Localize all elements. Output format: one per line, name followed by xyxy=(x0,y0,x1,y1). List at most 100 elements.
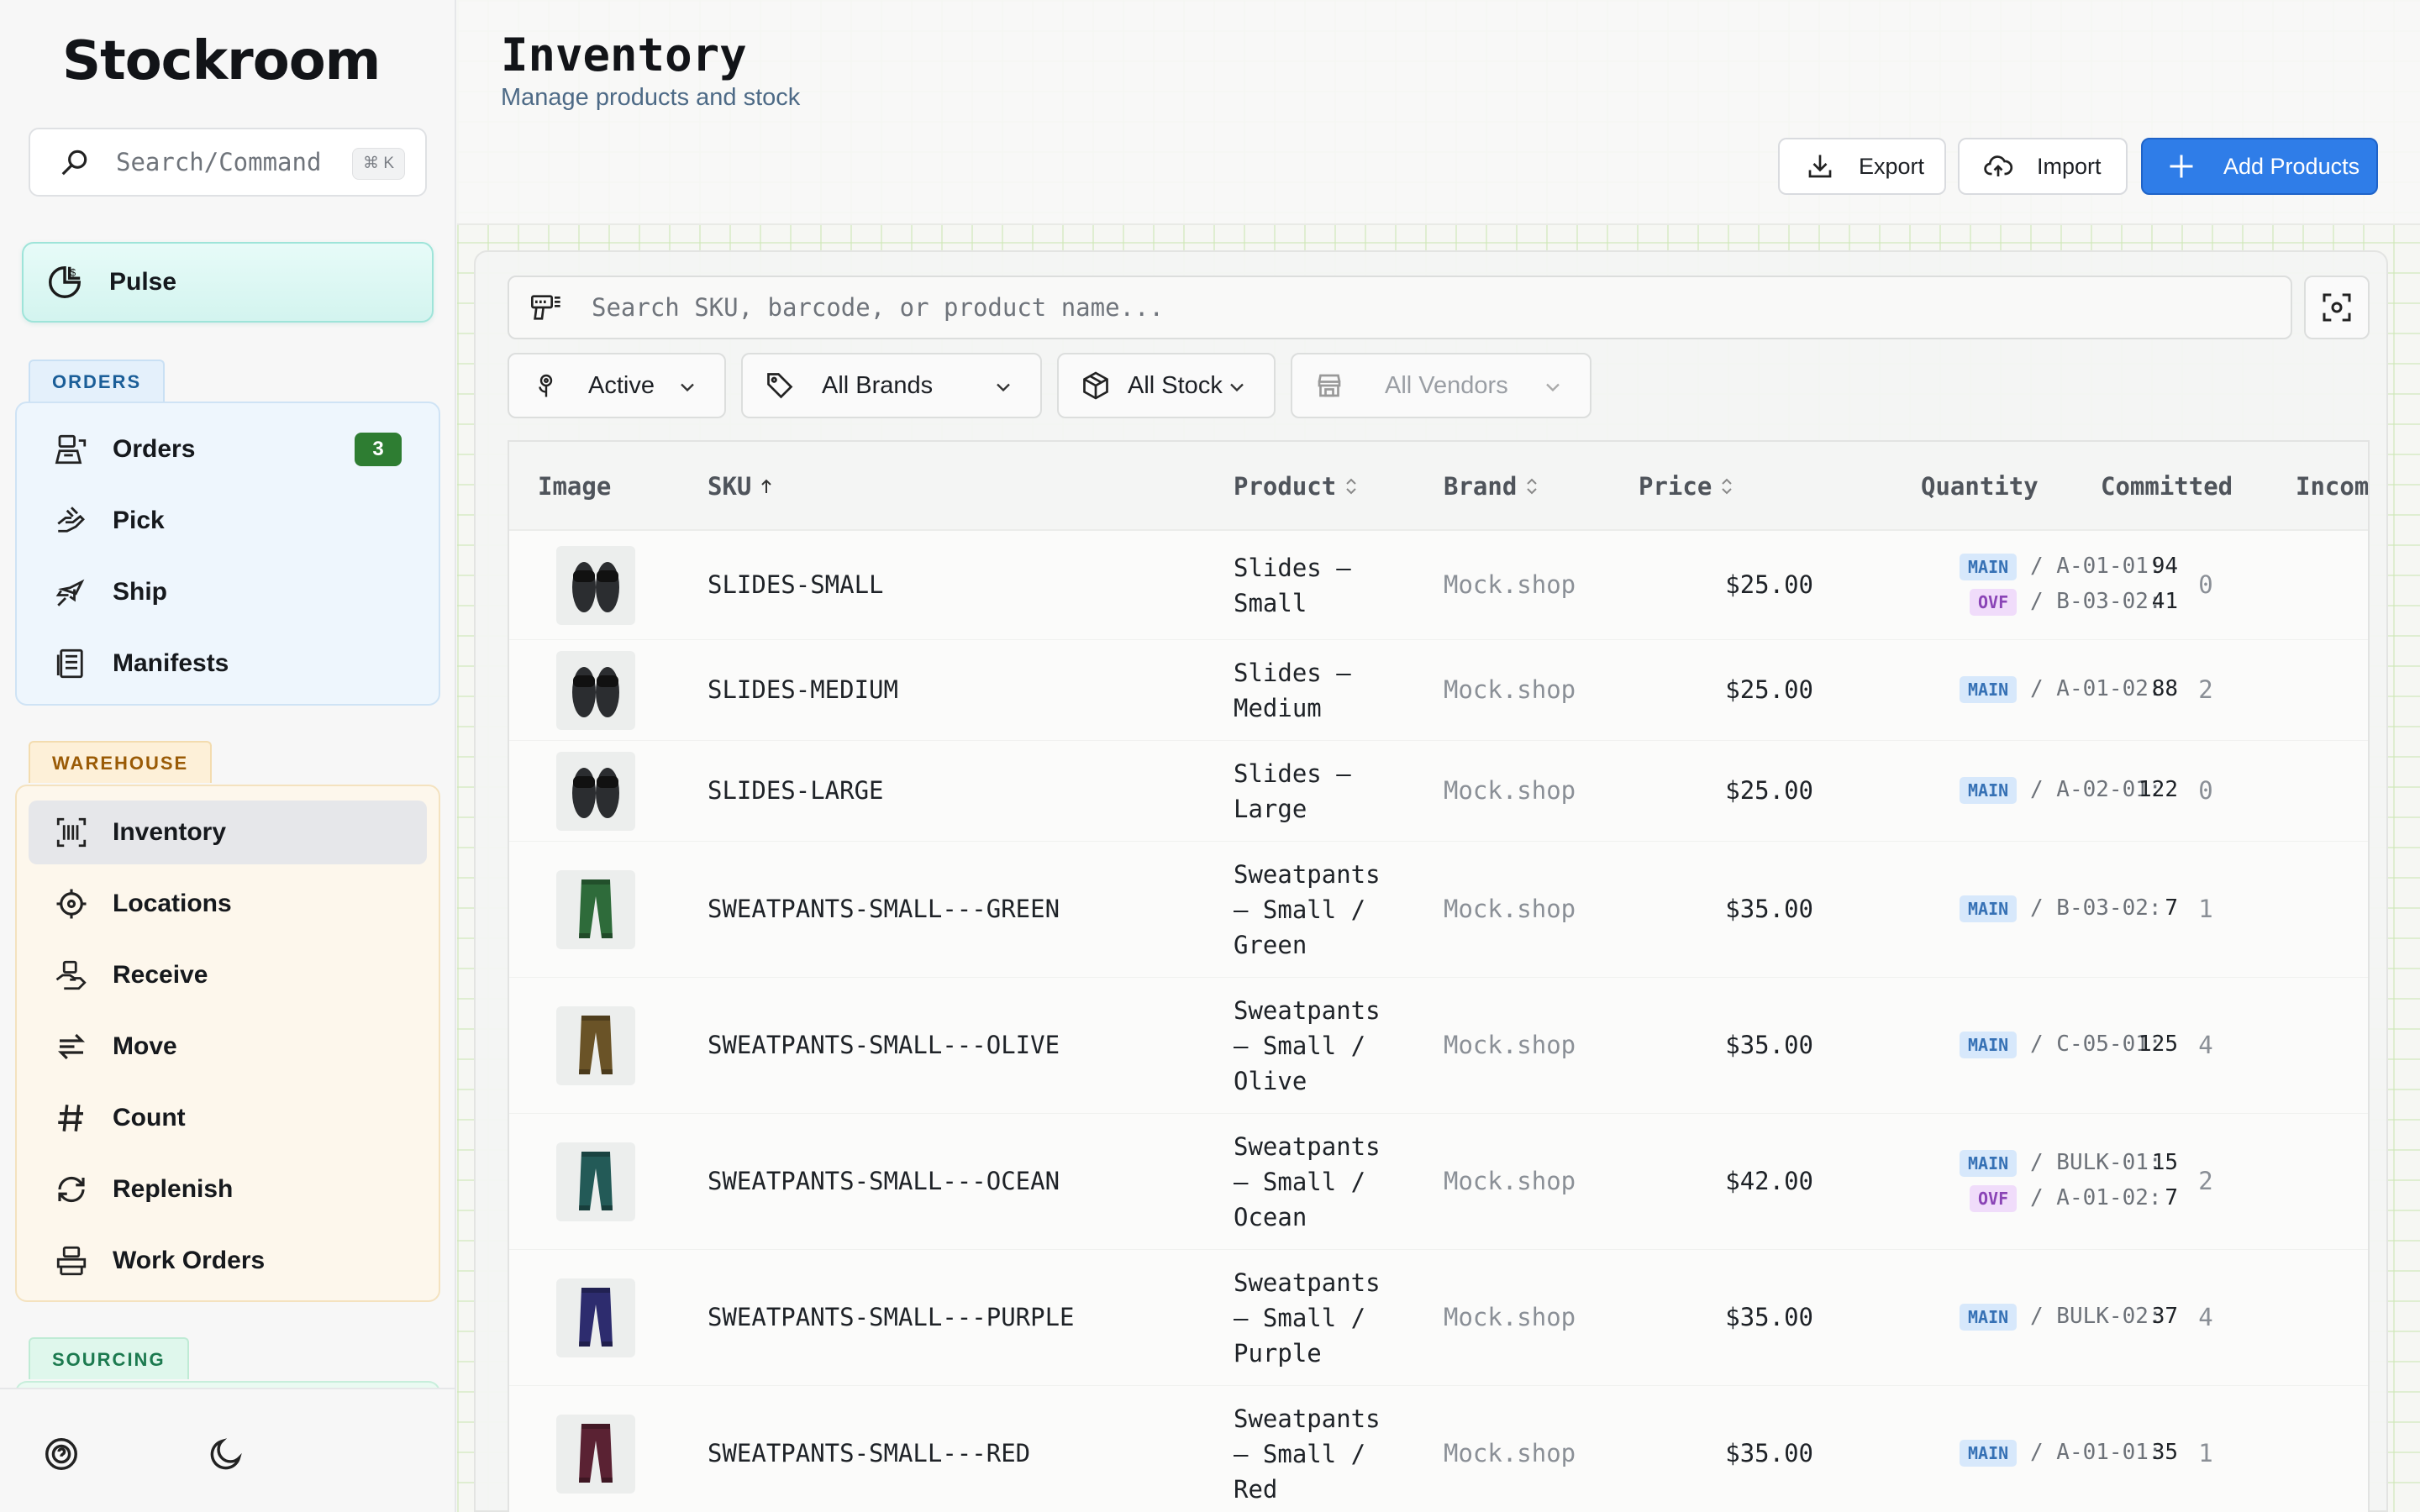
add-products-button[interactable]: Add Products xyxy=(2141,138,2378,195)
location-slot: / BULK-02: xyxy=(2030,1304,2162,1329)
table-row[interactable]: SLIDES-LARGE Slides – Large Mock.shop $25.0… xyxy=(509,741,2368,842)
product-thumbnail[interactable] xyxy=(556,651,635,730)
sidebar-item-work-orders[interactable]: Work Orders xyxy=(29,1229,427,1293)
sweatpants-product-image xyxy=(579,1424,613,1483)
section-title-orders: ORDERS xyxy=(29,360,166,402)
table-row[interactable]: SWEATPANTS-SMALL---OLIVE Sweatpants – Sma… xyxy=(509,978,2368,1114)
price-cell: $35.00 xyxy=(1725,895,1813,923)
plane-icon xyxy=(55,579,85,606)
location-tag-badge: MAIN xyxy=(1960,1150,2018,1177)
product-search-input[interactable]: Search SKU, barcode, or product name... xyxy=(508,276,2292,339)
product-name-cell: Sweatpants – Small / Red xyxy=(1234,1404,1381,1504)
location-tag-badge: MAIN xyxy=(1960,895,2018,922)
import-button-label: Import xyxy=(2037,153,2102,179)
location-slot: / BULK-01: xyxy=(2030,1150,2162,1175)
sidebar-item-label: Inventory xyxy=(113,818,227,846)
column-header-incoming: Incom xyxy=(2296,472,2370,501)
product-thumbnail[interactable] xyxy=(556,1142,635,1221)
hash-icon xyxy=(58,1105,83,1131)
location-quantity: 94 xyxy=(2151,554,2178,579)
plus-icon xyxy=(2170,155,2193,178)
page-title: Inventory xyxy=(501,29,747,81)
help-icon[interactable] xyxy=(42,1435,81,1473)
column-header-brand[interactable]: Brand xyxy=(1444,472,1540,501)
vendor-filter[interactable]: All Vendors xyxy=(1291,353,1591,418)
brand-cell: Mock.shop xyxy=(1444,1031,1576,1059)
location-quantity: 7 xyxy=(2165,895,2178,921)
product-thumbnail[interactable] xyxy=(556,1006,635,1085)
sidebar-item-inventory[interactable]: Inventory xyxy=(29,801,427,864)
status-filter[interactable]: Active xyxy=(508,353,726,418)
product-thumbnail[interactable] xyxy=(556,1278,635,1357)
table-row[interactable]: SWEATPANTS-SMALL---OCEAN Sweatpants – Sma… xyxy=(509,1114,2368,1250)
download-icon xyxy=(1808,155,1832,178)
table-row[interactable]: SLIDES-SMALL Slides – Small Mock.shop $25.0… xyxy=(509,531,2368,640)
committed-cell: 1 xyxy=(2198,895,2213,923)
sidebar-item-label: Pick xyxy=(113,507,165,534)
add-products-label: Add Products xyxy=(2223,153,2360,179)
quantity-location: MAIN / A-01-01: 35 xyxy=(1800,1440,2178,1468)
status-flower-icon xyxy=(539,374,553,397)
location-slot: / A-01-02: xyxy=(2030,1185,2162,1210)
table-row[interactable]: SLIDES-MEDIUM Slides – Medium Mock.shop $25… xyxy=(509,640,2368,741)
product-name-cell: Slides – Medium xyxy=(1234,659,1351,722)
committed-cell: 0 xyxy=(2198,570,2213,599)
sidebar-item-manifests[interactable]: Manifests xyxy=(29,632,427,696)
camera-scan-button[interactable] xyxy=(2304,276,2370,339)
column-header-product[interactable]: Product xyxy=(1234,472,1360,501)
table-row[interactable]: SWEATPANTS-SMALL---GREEN Sweatpants – Sma… xyxy=(509,842,2368,978)
sidebar-item-ship[interactable]: Ship xyxy=(29,560,427,624)
sweatpants-product-image xyxy=(579,879,613,938)
sweatpants-product-image xyxy=(579,1288,613,1347)
sidebar-item-count[interactable]: Count xyxy=(29,1086,427,1150)
sidebar-item-pick[interactable]: Pick xyxy=(29,489,427,553)
price-cell: $25.00 xyxy=(1725,675,1813,704)
slides-product-image xyxy=(572,562,619,612)
sidebar-item-move[interactable]: Move xyxy=(29,1015,427,1079)
price-cell: $35.00 xyxy=(1725,1031,1813,1059)
stock-filter[interactable]: All Stock xyxy=(1057,353,1276,418)
brand-filter-value: All Brands xyxy=(822,371,934,399)
shortcut-hint: ⌘ K xyxy=(352,148,405,180)
product-name-cell: Sweatpants – Small / Ocean xyxy=(1234,1132,1381,1231)
product-thumbnail[interactable] xyxy=(556,870,635,949)
column-header-price[interactable]: Price xyxy=(1639,472,1735,501)
committed-cell: 4 xyxy=(2198,1303,2213,1331)
sidebar-item-orders[interactable]: Orders 3 xyxy=(29,417,427,481)
location-slot: / A-02-01: xyxy=(2030,777,2162,802)
vendor-filter-value: All Vendors xyxy=(1385,371,1508,399)
sku-cell: SLIDES-LARGE xyxy=(708,776,884,805)
inventory-table: Image SKU Product Brand Price Quantity C… xyxy=(508,440,2370,1512)
product-thumbnail[interactable] xyxy=(556,752,635,831)
app-logo[interactable]: Stockroom xyxy=(62,30,381,92)
crosshair-icon xyxy=(56,889,87,919)
product-thumbnail[interactable] xyxy=(556,546,635,625)
moon-icon[interactable] xyxy=(207,1435,245,1473)
export-button-label: Export xyxy=(1859,153,1925,179)
sidebar-item-locations[interactable]: Locations xyxy=(29,872,427,936)
table-row[interactable]: SWEATPANTS-SMALL---PURPLE Sweatpants – Sm… xyxy=(509,1250,2368,1386)
committed-cell: 1 xyxy=(2198,1439,2213,1467)
sidebar-item-label: Replenish xyxy=(113,1175,234,1203)
quantity-location: OVF / B-03-02: 41 xyxy=(1800,589,2178,617)
nav-pulse[interactable]: $ Pulse xyxy=(22,242,434,323)
location-tag-badge: MAIN xyxy=(1960,1032,2018,1058)
column-header-sku[interactable]: SKU xyxy=(708,472,775,501)
product-thumbnail[interactable] xyxy=(556,1415,635,1494)
export-button[interactable]: Export xyxy=(1778,138,1946,195)
brand-cell: Mock.shop xyxy=(1444,1439,1576,1467)
import-button[interactable]: Import xyxy=(1958,138,2128,195)
arrows-swap-icon xyxy=(57,1033,86,1060)
quantity-location: MAIN / A-01-01: 94 xyxy=(1800,554,2178,582)
table-row[interactable]: SWEATPANTS-SMALL---RED Sweatpants – Small… xyxy=(509,1386,2368,1512)
sort-icon xyxy=(1527,478,1538,495)
sidebar-item-receive[interactable]: Receive xyxy=(29,943,427,1007)
brand-filter[interactable]: All Brands xyxy=(741,353,1042,418)
location-tag-badge: MAIN xyxy=(1960,1440,2018,1467)
location-quantity: 41 xyxy=(2151,589,2178,614)
column-header-price-label: Price xyxy=(1639,472,1712,501)
sku-cell: SLIDES-SMALL xyxy=(708,570,884,599)
sidebar-item-replenish[interactable]: Replenish xyxy=(29,1158,427,1221)
column-header-sku-label: SKU xyxy=(708,472,752,501)
command-search[interactable]: Search/Command ⌘ K xyxy=(29,128,427,197)
